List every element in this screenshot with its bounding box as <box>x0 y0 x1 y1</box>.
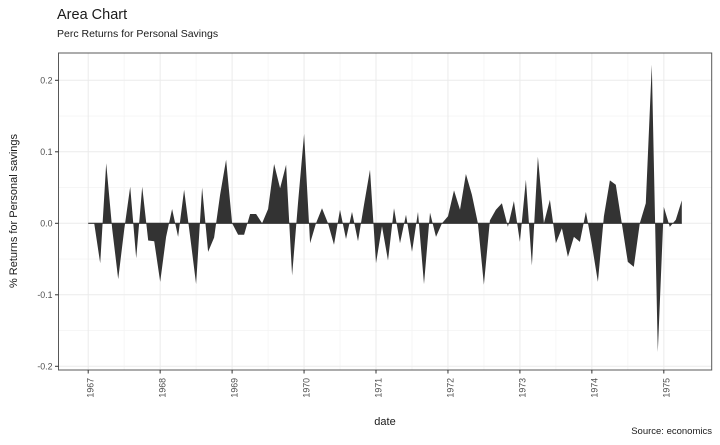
x-tick-label: 1972 <box>445 378 455 398</box>
x-tick-label: 1973 <box>517 378 527 398</box>
chart-caption: Source: economics <box>631 426 712 437</box>
x-axis-title: date <box>374 416 396 428</box>
x-tick-label: 1969 <box>230 378 240 398</box>
y-tick-label: 0.2 <box>40 75 52 85</box>
x-tick-label: 1971 <box>374 378 384 398</box>
x-tick-label: 1975 <box>661 378 671 398</box>
y-axis-title: % Returns for Personal savings <box>8 133 20 289</box>
chart-title: Area Chart <box>57 7 128 23</box>
chart-subtitle: Perc Returns for Personal Savings <box>57 28 219 40</box>
grid-minor <box>58 53 712 370</box>
panel-border <box>58 52 713 371</box>
y-tick-label: -0.2 <box>37 361 52 371</box>
y-tick-label: 0.1 <box>40 147 52 157</box>
x-tick-label: 1968 <box>158 378 168 398</box>
x-tick-label: 1974 <box>589 378 599 398</box>
axis-ticks <box>55 79 665 374</box>
y-tick-label: -0.1 <box>37 290 52 300</box>
x-tick-label: 1967 <box>86 378 96 398</box>
panel-background <box>58 53 712 370</box>
x-tick-label: 1970 <box>302 378 312 398</box>
y-tick-label: 0.0 <box>40 218 52 228</box>
